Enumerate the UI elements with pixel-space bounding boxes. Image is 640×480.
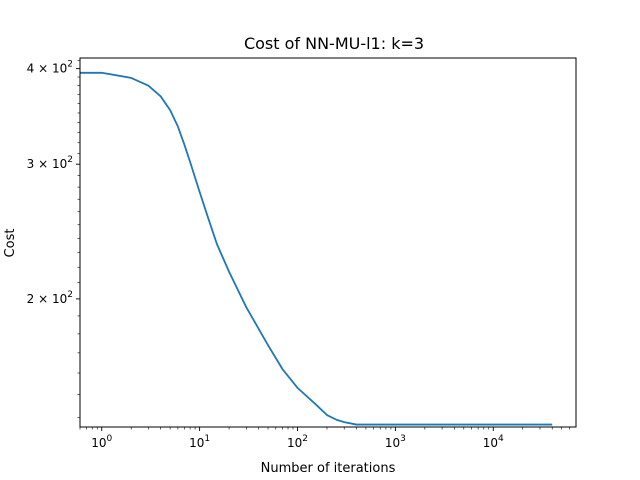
x-tick-label: 101 [189,434,210,450]
x-tick-label: 102 [287,434,308,450]
series-layer [80,71,553,426]
series-line-0 [80,71,553,426]
x-axis-label: Number of iterations [261,461,396,476]
x-tick-label: 100 [91,434,112,450]
y-tick-label: 2 × 102 [27,290,73,306]
plot-frame [79,57,577,428]
y-tick-label: 3 × 102 [27,155,73,171]
x-tick-label: 104 [483,434,504,450]
y-axis-label: Cost [3,229,18,258]
y-tick-label: 4 × 102 [27,60,73,76]
chart-title: Cost of NN-MU-l1: k=3 [244,34,424,53]
x-tick-label: 103 [385,434,406,450]
tick-layer: 100 101 102 103 104 2 × 102 3 × 102 4 × 102 [27,60,570,450]
